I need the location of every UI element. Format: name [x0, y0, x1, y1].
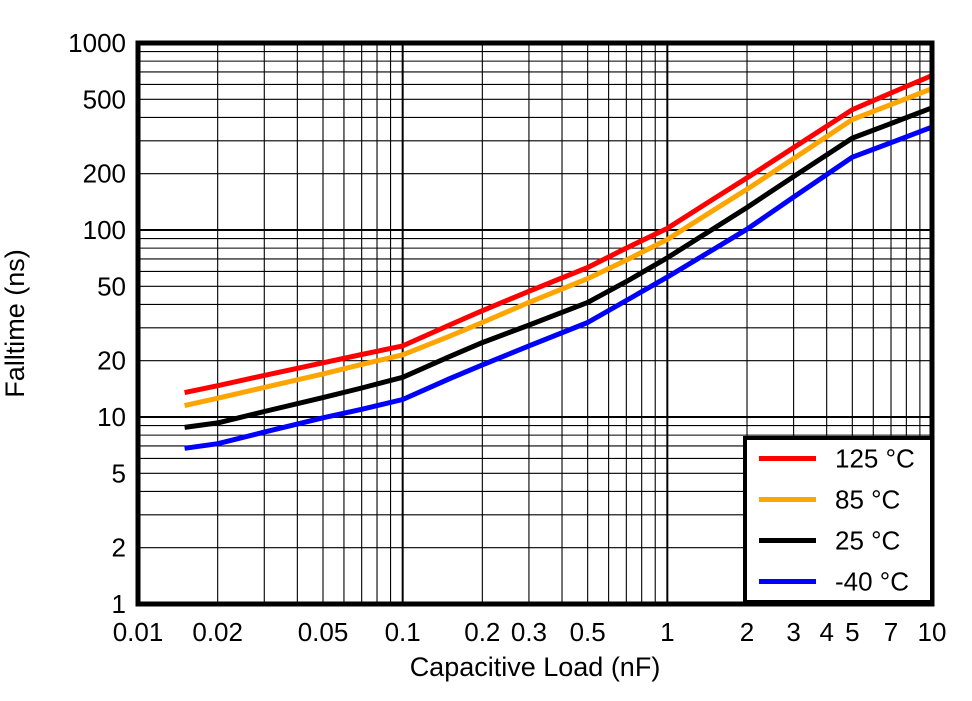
- y-tick-label: 1: [112, 589, 126, 619]
- x-tick-label: 0.1: [385, 617, 421, 647]
- legend-label-40-c: -40 °C: [835, 567, 909, 597]
- x-tick-label: 0.01: [113, 617, 164, 647]
- y-tick-label: 200: [83, 159, 126, 189]
- series-lines: [184, 73, 933, 451]
- series-line-25-c: [184, 105, 933, 430]
- y-tick-label: 5: [112, 458, 126, 488]
- y-axis-title: Falltime (ns): [0, 249, 30, 398]
- y-tick-label: 100: [83, 215, 126, 245]
- x-tick-label: 0.5: [570, 617, 606, 647]
- series-line-40-c: [184, 124, 933, 451]
- y-tick-label: 500: [83, 84, 126, 114]
- y-tick-label: 2: [112, 533, 126, 563]
- legend-label-125-c: 125 °C: [835, 444, 915, 474]
- x-tick-label: 1: [660, 617, 674, 647]
- x-tick-label: 0.3: [511, 617, 547, 647]
- y-tick-label: 50: [97, 271, 126, 301]
- series-line-125-c: [184, 73, 933, 396]
- x-axis-title: Capacitive Load (nF): [410, 652, 661, 682]
- y-tick-label: 10: [97, 402, 126, 432]
- plot-frame: [135, 40, 935, 607]
- x-tick-label: 10: [918, 617, 947, 647]
- x-tick-label: 7: [884, 617, 898, 647]
- y-tick-label: 1000: [68, 28, 126, 58]
- x-tick-label: 0.2: [464, 617, 500, 647]
- legend: 125 °C 85 °C 25 °C -40 °C: [743, 436, 934, 604]
- x-tick-label: 3: [786, 617, 800, 647]
- x-tick-label: 0.02: [192, 617, 243, 647]
- y-tick-labels: 1 2 5 10 20 50 100 200 500 1000: [68, 28, 126, 619]
- x-tick-labels: 0.01 0.02 0.05 0.1 0.2 0.3 0.5 1 2 3 4 5 7 10: [113, 617, 947, 647]
- y-tick-label: 20: [97, 346, 126, 376]
- legend-label-85-c: 85 °C: [835, 485, 900, 515]
- x-tick-label: 4: [819, 617, 833, 647]
- legend-box: [743, 436, 934, 604]
- x-tick-label: 0.05: [298, 617, 349, 647]
- legend-label-25-c: 25 °C: [835, 526, 900, 556]
- series-line-85-c: [184, 86, 933, 409]
- x-tick-label: 2: [740, 617, 754, 647]
- x-tick-label: 5: [845, 617, 859, 647]
